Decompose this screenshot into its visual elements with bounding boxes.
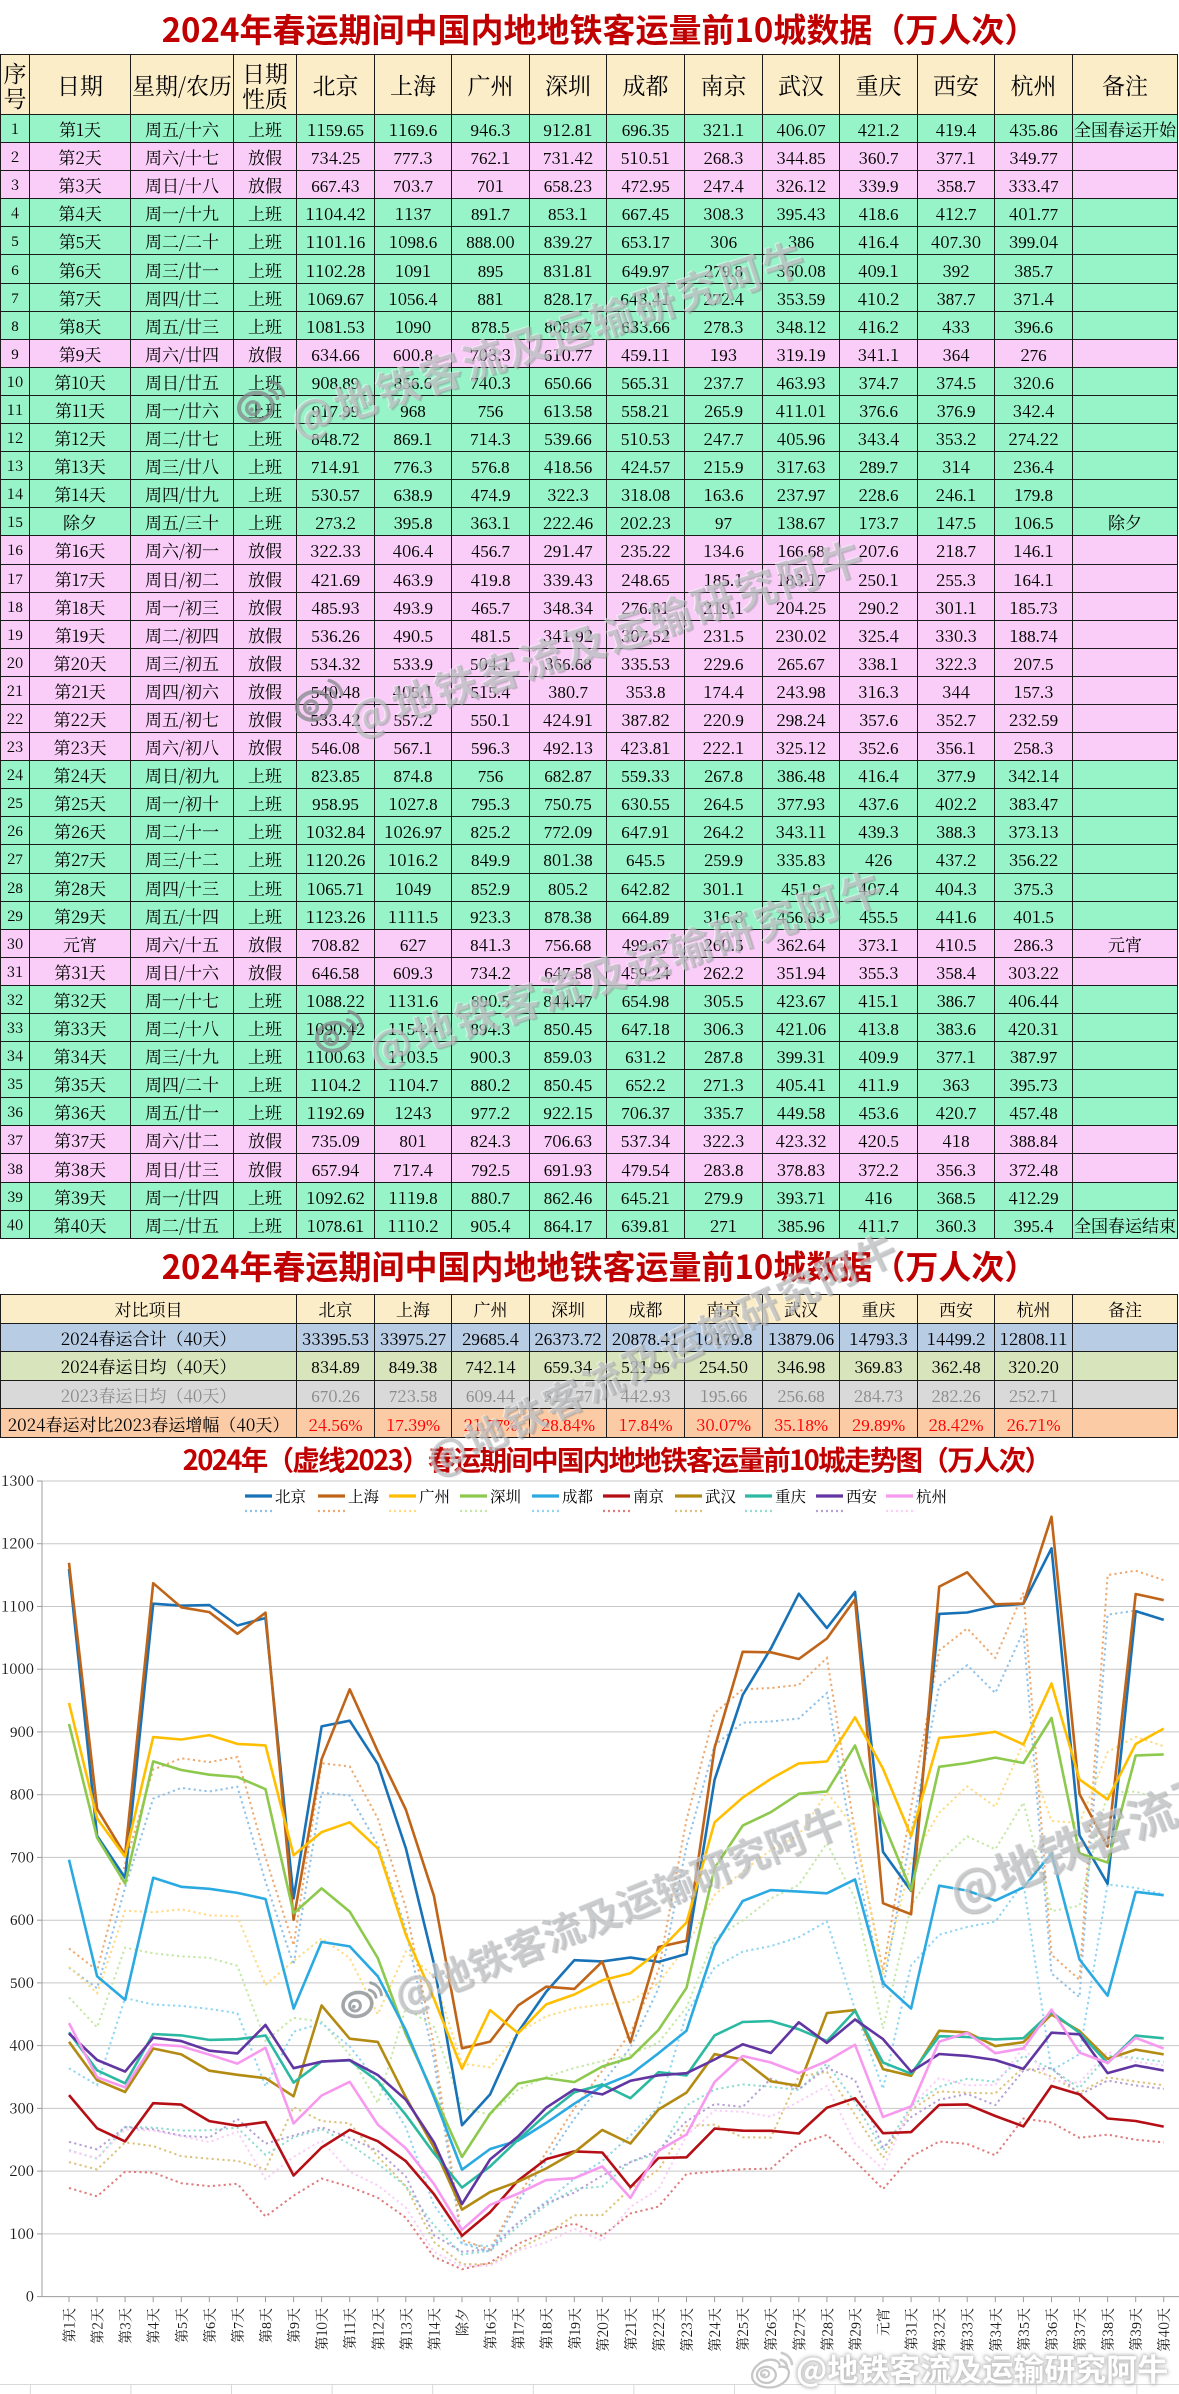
- svg-text:武汉: 武汉: [705, 1485, 737, 1507]
- svg-text:第9天: 第9天: [284, 2308, 304, 2343]
- svg-text:200: 200: [9, 2160, 34, 2181]
- svg-text:第19天: 第19天: [565, 2308, 585, 2350]
- svg-text:第13天: 第13天: [396, 2308, 416, 2350]
- svg-text:800: 800: [10, 1784, 34, 1805]
- svg-text:第34天: 第34天: [986, 2308, 1006, 2352]
- svg-text:第27天: 第27天: [789, 2308, 809, 2351]
- svg-text:第8天: 第8天: [256, 2308, 276, 2343]
- svg-text:第10天: 第10天: [312, 2308, 332, 2350]
- svg-text:成都: 成都: [562, 1485, 594, 1507]
- svg-text:第37天: 第37天: [1070, 2308, 1090, 2351]
- svg-text:第1天: 第1天: [60, 2308, 80, 2343]
- svg-text:100: 100: [9, 2223, 34, 2244]
- svg-text:第38天: 第38天: [1098, 2308, 1118, 2351]
- svg-text:第25天: 第25天: [733, 2308, 753, 2351]
- svg-text:900: 900: [10, 1721, 34, 1742]
- svg-text:第16天: 第16天: [481, 2308, 501, 2350]
- svg-text:第40天: 第40天: [1154, 2308, 1174, 2352]
- svg-text:重庆: 重庆: [775, 1485, 806, 1507]
- svg-text:深圳: 深圳: [490, 1485, 521, 1507]
- svg-text:第21天: 第21天: [621, 2308, 641, 2350]
- svg-text:1200: 1200: [1, 1533, 34, 1554]
- svg-text:0: 0: [26, 2286, 34, 2307]
- svg-text:700: 700: [10, 1846, 34, 1867]
- svg-text:北京: 北京: [275, 1485, 306, 1507]
- svg-text:1000: 1000: [1, 1658, 34, 1679]
- svg-text:除夕: 除夕: [453, 2308, 473, 2336]
- svg-text:元宵: 元宵: [874, 2308, 894, 2336]
- svg-text:第22天: 第22天: [649, 2308, 669, 2352]
- svg-text:第23天: 第23天: [677, 2308, 697, 2352]
- svg-text:第5天: 第5天: [172, 2308, 192, 2343]
- svg-text:第18天: 第18天: [537, 2308, 557, 2350]
- svg-text:广州: 广州: [419, 1485, 450, 1507]
- svg-text:第24天: 第24天: [705, 2308, 725, 2352]
- svg-text:第36天: 第36天: [1042, 2308, 1062, 2351]
- svg-text:第29天: 第29天: [846, 2308, 866, 2351]
- svg-text:第4天: 第4天: [144, 2308, 164, 2344]
- svg-text:500: 500: [10, 1972, 34, 1993]
- svg-text:上海: 上海: [348, 1485, 380, 1507]
- svg-text:南京: 南京: [633, 1485, 664, 1507]
- svg-text:400: 400: [9, 2035, 34, 2056]
- svg-text:第12天: 第12天: [368, 2308, 388, 2350]
- svg-text:西安: 西安: [846, 1485, 878, 1507]
- svg-text:第20天: 第20天: [593, 2308, 613, 2352]
- svg-text:第33天: 第33天: [958, 2308, 978, 2352]
- svg-text:第2天: 第2天: [88, 2308, 108, 2344]
- svg-text:第35天: 第35天: [1014, 2308, 1034, 2351]
- svg-text:第14天: 第14天: [424, 2308, 444, 2350]
- svg-text:300: 300: [9, 2097, 34, 2118]
- svg-text:第7天: 第7天: [228, 2308, 248, 2343]
- svg-text:第28天: 第28天: [817, 2308, 837, 2351]
- svg-text:第11天: 第11天: [340, 2308, 360, 2349]
- svg-text:杭州: 杭州: [916, 1485, 947, 1507]
- svg-text:第31天: 第31天: [902, 2308, 922, 2350]
- svg-text:第17天: 第17天: [509, 2308, 529, 2350]
- svg-text:第32天: 第32天: [930, 2308, 950, 2352]
- svg-text:600: 600: [10, 1909, 34, 1930]
- svg-text:第26天: 第26天: [761, 2308, 781, 2351]
- svg-text:第6天: 第6天: [200, 2308, 220, 2343]
- svg-text:1300: 1300: [1, 1470, 34, 1491]
- svg-text:第3天: 第3天: [116, 2308, 136, 2344]
- svg-text:1100: 1100: [1, 1596, 34, 1617]
- svg-text:第39天: 第39天: [1126, 2308, 1146, 2351]
